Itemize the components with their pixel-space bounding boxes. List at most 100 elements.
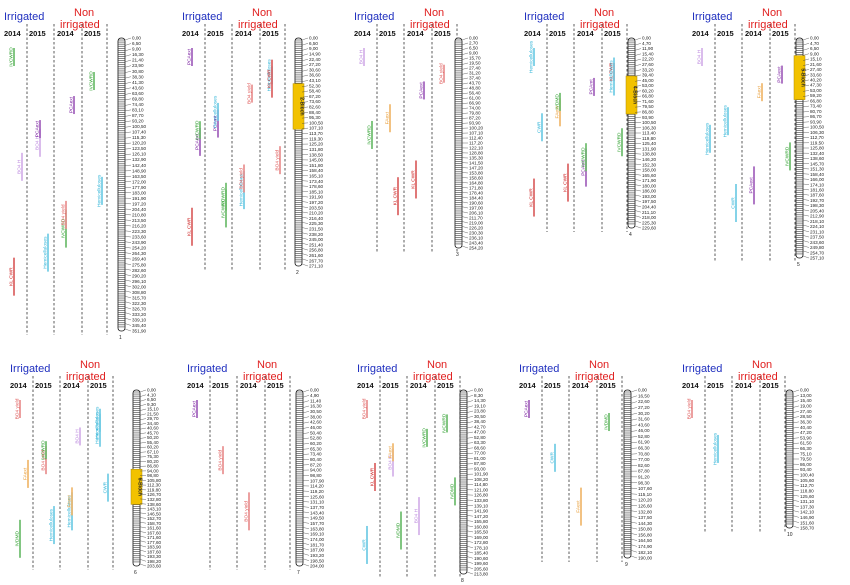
marker-position: 211,10 bbox=[642, 210, 656, 215]
marker-position: 47,20 bbox=[800, 430, 812, 435]
year-label: 2015 bbox=[382, 381, 399, 390]
marker-position: 138,60 bbox=[147, 502, 161, 507]
marker-position: 87,80 bbox=[474, 461, 486, 466]
header-non-line1: Non bbox=[257, 359, 277, 371]
marker-position: 27,20 bbox=[638, 405, 650, 410]
qtl-trait-label: FAext bbox=[757, 85, 763, 98]
marker-position: 146,20 bbox=[642, 157, 656, 162]
marker-position: 198,50 bbox=[310, 558, 324, 563]
qtl-trait-label: PCAext bbox=[749, 177, 755, 194]
marker-position: 43,60 bbox=[132, 85, 144, 90]
qtl-trait-label: CWR bbox=[550, 452, 556, 464]
marker-position: 261,60 bbox=[309, 253, 323, 258]
marker-position: 98,30 bbox=[638, 480, 650, 485]
bioch-region-label: 2-Bioch bbox=[299, 97, 305, 115]
marker-position: 15,10 bbox=[810, 57, 822, 62]
linkage-group-id: 1 bbox=[119, 335, 122, 341]
header-non-line1: Non bbox=[752, 359, 772, 371]
qtl-trait-label: Hemicelluloses bbox=[43, 236, 49, 269]
qtl-trait-label: CWR bbox=[537, 121, 543, 133]
marker-position: 6,50 bbox=[147, 397, 156, 402]
marker-position: 237,50 bbox=[810, 235, 824, 240]
bioch-region-label: 6-Bioch bbox=[137, 478, 143, 496]
marker-position: 59,20 bbox=[810, 93, 822, 98]
marker-position: 107,40 bbox=[132, 130, 146, 135]
marker-position: 36,30 bbox=[800, 419, 812, 424]
qtl-trait-label: IVCWRD bbox=[89, 71, 95, 91]
linkage-group-id: 3 bbox=[456, 252, 459, 258]
marker-position: 197,00 bbox=[469, 206, 483, 211]
marker-position: 16,50 bbox=[638, 393, 650, 398]
marker-position: 166,00 bbox=[810, 177, 824, 182]
qtl-trait-label: IVCWRD bbox=[9, 47, 15, 67]
year-label: 2015 bbox=[544, 381, 561, 390]
marker-position: 22,40 bbox=[309, 57, 321, 62]
marker-position: 95,30 bbox=[309, 115, 321, 120]
year-label: 2014 bbox=[57, 29, 75, 38]
bioch-region bbox=[130, 468, 143, 505]
header-non-line2: irrigated bbox=[413, 371, 453, 383]
qtl-trait-label: BO4 yield bbox=[687, 398, 693, 419]
qtl-trait-label: BO4 yield bbox=[247, 83, 253, 104]
marker-position: 187,00 bbox=[310, 548, 324, 553]
header-irrigated: Irrigated bbox=[187, 363, 227, 375]
bioch-region bbox=[625, 75, 638, 115]
marker-position: 151,60 bbox=[800, 520, 814, 525]
marker-position: 52,80 bbox=[638, 434, 650, 439]
marker-position: 302,00 bbox=[132, 284, 146, 289]
marker-position: 254,20 bbox=[469, 246, 483, 251]
marker-position: 36,60 bbox=[309, 73, 321, 78]
marker-position: 66,90 bbox=[469, 101, 481, 106]
marker-position: 164,80 bbox=[469, 181, 483, 186]
qtl-trait-label: BO4 H bbox=[17, 159, 23, 174]
marker-position: 11,90 bbox=[642, 46, 654, 51]
marker-position: 74,40 bbox=[132, 102, 144, 107]
marker-position: 158,40 bbox=[810, 172, 824, 177]
marker-position: 125,60 bbox=[310, 494, 324, 499]
marker-position: 86,70 bbox=[810, 114, 822, 119]
marker-position: 213,50 bbox=[132, 218, 146, 223]
qtl-trait-label: BO4 yield bbox=[61, 204, 67, 225]
marker-position: 151,30 bbox=[810, 167, 824, 172]
marker-position: 117,20 bbox=[469, 141, 483, 146]
marker-position: 132,90 bbox=[132, 157, 146, 162]
marker-position: 98,80 bbox=[310, 473, 322, 478]
qtl-trait-label: PCAext bbox=[195, 133, 201, 150]
marker-position: 180,00 bbox=[642, 183, 656, 188]
marker-position: 182,10 bbox=[638, 550, 652, 555]
marker-position: 66,30 bbox=[638, 446, 650, 451]
marker-position: 186,00 bbox=[642, 189, 656, 194]
year-label: 2015 bbox=[379, 29, 396, 38]
marker-position: 43,60 bbox=[638, 422, 650, 427]
marker-position: 243,90 bbox=[132, 240, 146, 245]
marker-position: 0,00 bbox=[469, 36, 478, 41]
marker-position: 80,40 bbox=[310, 457, 322, 462]
marker-position: 211,70 bbox=[469, 216, 483, 221]
marker-position: 197,20 bbox=[132, 201, 146, 206]
marker-position: 107,90 bbox=[310, 478, 324, 483]
marker-position: 125,60 bbox=[800, 494, 814, 499]
marker-position: 77,00 bbox=[474, 451, 486, 456]
marker-position: 74,00 bbox=[469, 106, 481, 111]
marker-position: 42,60 bbox=[310, 420, 322, 425]
marker-position: 113,70 bbox=[309, 131, 323, 136]
marker-position: 69,80 bbox=[132, 96, 144, 101]
qtl-trait-label: BO4 H bbox=[35, 135, 41, 150]
marker-position: 204,00 bbox=[310, 564, 324, 569]
marker-position: 114,20 bbox=[310, 484, 324, 489]
header-irrigated: Irrigated bbox=[682, 363, 722, 375]
marker-position: 315,70 bbox=[132, 295, 146, 300]
marker-position: 178,60 bbox=[309, 184, 323, 189]
marker-position: 172,00 bbox=[132, 179, 146, 184]
marker-position: 50,20 bbox=[147, 435, 159, 440]
marker-position: 174,00 bbox=[310, 537, 324, 542]
year-label: 2014 bbox=[354, 29, 372, 38]
qtl-trait-label: FAext bbox=[576, 500, 582, 513]
linkage-group-id: 9 bbox=[625, 562, 628, 568]
marker-position: 93,90 bbox=[642, 115, 654, 120]
marker-position: 144,30 bbox=[638, 521, 652, 526]
marker-position: 6,50 bbox=[309, 41, 318, 46]
marker-position: 0,00 bbox=[147, 388, 156, 393]
marker-position: 0,00 bbox=[132, 36, 141, 41]
marker-position: 256,80 bbox=[309, 248, 323, 253]
